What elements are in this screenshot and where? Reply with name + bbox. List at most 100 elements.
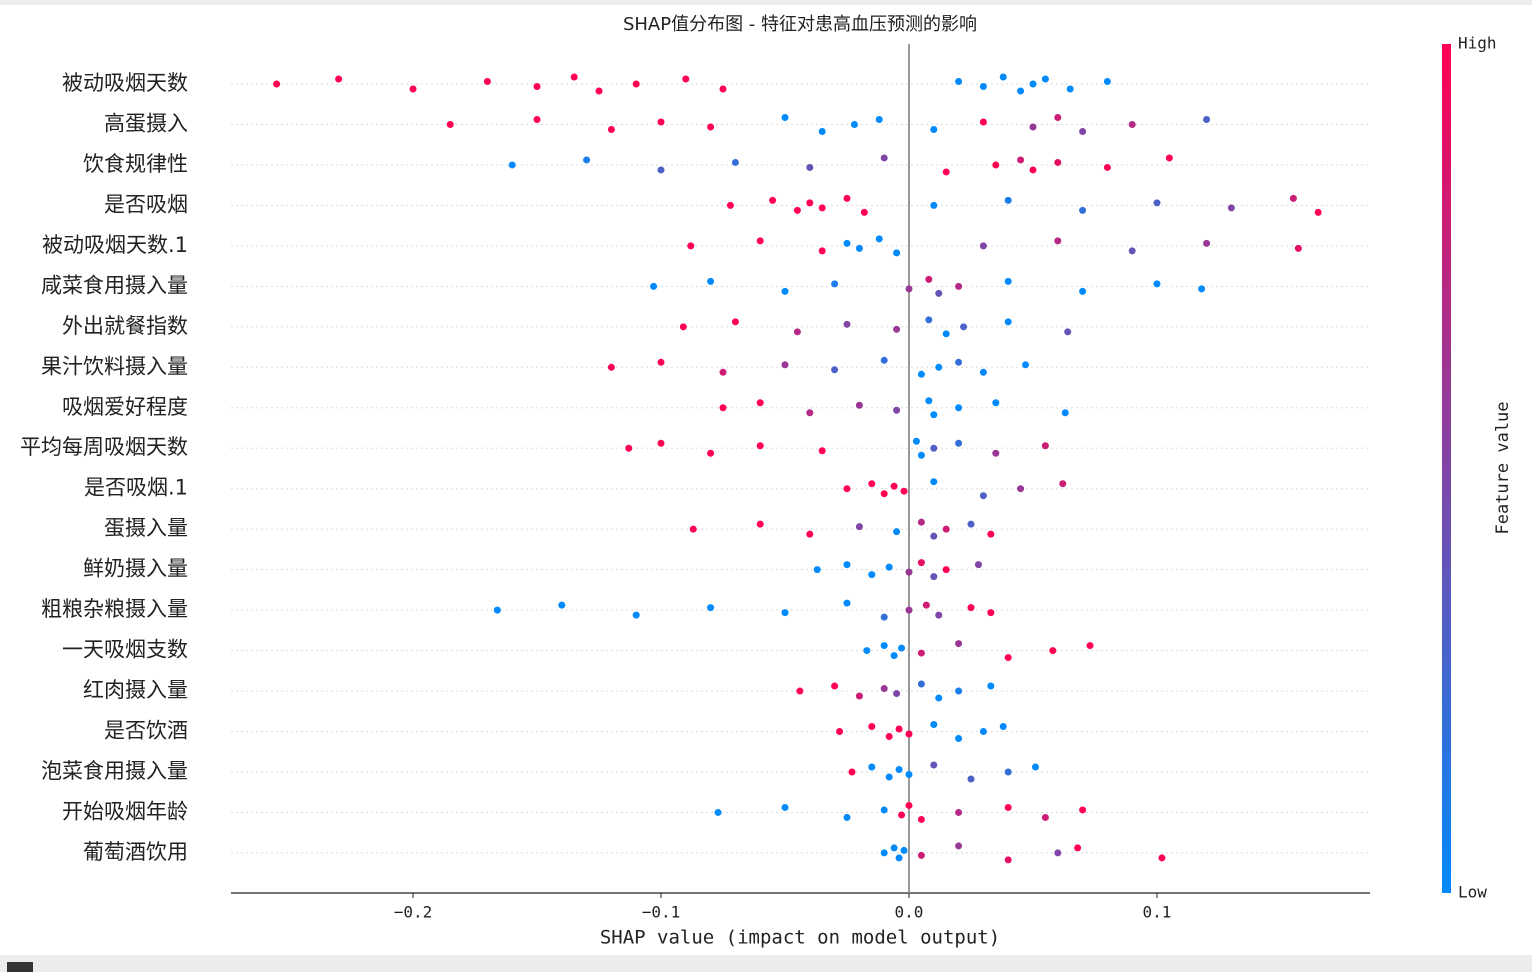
shap-point: [831, 366, 839, 374]
shap-point: [855, 401, 863, 409]
feature-label: 被动吸烟天数.1: [42, 233, 188, 257]
shap-point: [917, 518, 925, 526]
shap-point: [850, 120, 858, 128]
feature-label: 是否饮酒: [104, 719, 188, 743]
shap-point: [657, 166, 665, 174]
shap-point: [880, 154, 888, 162]
shap-point: [875, 115, 883, 123]
feature-label: 是否吸烟: [104, 192, 188, 216]
shap-point: [781, 609, 789, 617]
shap-point: [880, 685, 888, 693]
colorbar-high: High: [1458, 34, 1497, 53]
shap-point: [625, 444, 633, 452]
shap-point: [1064, 328, 1072, 336]
shap-point: [880, 490, 888, 498]
shap-point: [905, 730, 913, 738]
shap-point: [935, 694, 943, 702]
shap-point: [992, 161, 1000, 169]
shap-point: [1165, 154, 1173, 162]
shap-point: [1203, 115, 1211, 123]
shap-point: [890, 844, 898, 852]
shap-point: [917, 649, 925, 657]
shap-point: [925, 316, 933, 324]
shap-point: [880, 356, 888, 364]
shap-point: [925, 275, 933, 283]
shap-point: [707, 277, 715, 285]
shap-point: [1041, 75, 1049, 83]
shap-point: [855, 692, 863, 700]
shap-point: [987, 682, 995, 690]
shap-point: [1153, 199, 1161, 207]
shap-point: [987, 530, 995, 538]
feature-label: 泡菜食用摄入量: [41, 759, 188, 783]
shap-point: [1031, 763, 1039, 771]
shap-point: [930, 478, 938, 486]
shap-point: [533, 115, 541, 123]
shap-point: [922, 601, 930, 609]
shap-point: [719, 404, 727, 412]
x-axis-label: SHAP value (impact on model output): [600, 927, 1000, 949]
shap-point: [1004, 856, 1012, 864]
shap-point: [960, 323, 968, 331]
shap-point: [689, 525, 697, 533]
shap-point: [1041, 442, 1049, 450]
shap-point: [942, 168, 950, 176]
shap-point: [493, 606, 501, 614]
shap-point: [607, 363, 615, 371]
shap-point: [905, 801, 913, 809]
shap-point: [756, 399, 764, 407]
feature-label: 开始吸烟年龄: [62, 799, 188, 823]
shap-point: [992, 449, 1000, 457]
shap-point: [917, 680, 925, 688]
shap-point: [843, 194, 851, 202]
shap-point: [875, 235, 883, 243]
shap-point: [1227, 204, 1235, 212]
shap-point: [1022, 361, 1030, 369]
shap-point: [987, 609, 995, 617]
shap-point: [868, 763, 876, 771]
shap-point: [806, 530, 814, 538]
shap-point: [1054, 849, 1062, 857]
colorbar-label: Feature value: [1493, 401, 1513, 534]
shap-point: [930, 411, 938, 419]
shap-point: [719, 368, 727, 376]
shap-point: [726, 201, 734, 209]
shap-point: [855, 244, 863, 252]
shap-point: [895, 854, 903, 862]
feature-label: 被动吸烟天数: [62, 71, 188, 95]
shap-point: [818, 204, 826, 212]
shap-point: [806, 199, 814, 207]
shap-point: [1029, 123, 1037, 131]
shap-point: [979, 368, 987, 376]
shap-point: [942, 330, 950, 338]
shap-point: [900, 487, 908, 495]
shap-point: [813, 566, 821, 574]
feature-label: 吸烟爱好程度: [62, 395, 188, 419]
shap-point: [955, 808, 963, 816]
shap-point: [1158, 854, 1166, 862]
shap-point: [1054, 158, 1062, 166]
shap-point: [657, 358, 665, 366]
shap-point: [979, 728, 987, 736]
shap-point: [868, 723, 876, 731]
shap-point: [1153, 280, 1161, 288]
shap-point: [868, 571, 876, 579]
shap-point: [893, 325, 901, 333]
top-bar: [0, 0, 1532, 5]
shap-point: [273, 80, 281, 88]
shap-point: [714, 808, 722, 816]
shap-point: [912, 437, 920, 445]
shap-point: [796, 687, 804, 695]
shap-point: [1017, 156, 1025, 164]
shap-point: [1066, 85, 1074, 93]
save-icon[interactable]: [7, 962, 33, 972]
shap-point: [731, 158, 739, 166]
shap-point: [843, 599, 851, 607]
shap-point: [583, 156, 591, 164]
shap-point: [905, 606, 913, 614]
feature-label: 粗粮杂粮摄入量: [41, 597, 188, 621]
shap-point: [1061, 409, 1069, 417]
shap-point: [917, 370, 925, 378]
shap-point: [955, 78, 963, 85]
